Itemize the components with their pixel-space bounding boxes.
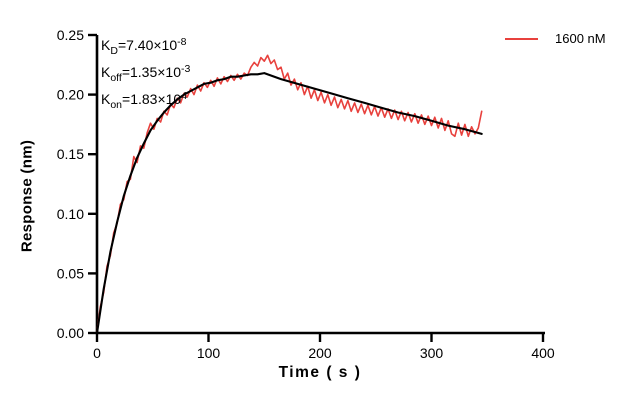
koff-annotation: Koff=1.35×10-3: [101, 60, 190, 87]
x-axis-title: Time ( s ): [278, 364, 362, 381]
kon-symbol: K: [101, 91, 111, 107]
koff-symbol: K: [101, 64, 111, 80]
kon-subscript: on: [110, 99, 123, 111]
series-1600-nm: [96, 54, 483, 333]
y-tick-label: 0.10: [57, 206, 84, 222]
koff-value: =1.35×10: [121, 64, 181, 80]
kd-value: =7.40×10: [117, 37, 178, 53]
kon-value: =1.83×10: [122, 91, 182, 107]
x-tick-label: 100: [197, 345, 221, 361]
x-tick-label: 200: [308, 345, 332, 361]
x-tick-label: 0: [93, 345, 101, 361]
x-tick-label: 300: [420, 345, 444, 361]
kinetics-annotations: KD=7.40×10-8 Koff=1.35×10-3 Kon=1.83×104: [101, 33, 190, 114]
y-tick-label: 0.20: [57, 87, 84, 103]
legend-label: 1600 nM: [555, 31, 606, 46]
kd-annotation: KD=7.40×10-8: [101, 33, 190, 60]
y-tick-label: 0.05: [57, 265, 84, 281]
koff-exponent: -3: [181, 63, 191, 75]
y-tick-label: 0.25: [57, 27, 84, 43]
kon-exponent: 4: [181, 90, 188, 102]
kd-symbol: K: [101, 37, 111, 53]
series-fit: [95, 72, 483, 335]
kon-annotation: Kon=1.83×104: [101, 87, 190, 114]
y-tick-label: 0.15: [57, 146, 84, 162]
kd-subscript: D: [110, 45, 118, 57]
kd-exponent: -8: [177, 36, 187, 48]
legend-line-swatch: [505, 37, 538, 40]
y-axis-title: Response (nm): [18, 139, 36, 253]
koff-subscript: off: [110, 72, 122, 84]
x-tick-label: 400: [531, 345, 555, 361]
legend: 1600 nM: [505, 31, 606, 46]
y-tick-label: 0.00: [57, 325, 84, 341]
